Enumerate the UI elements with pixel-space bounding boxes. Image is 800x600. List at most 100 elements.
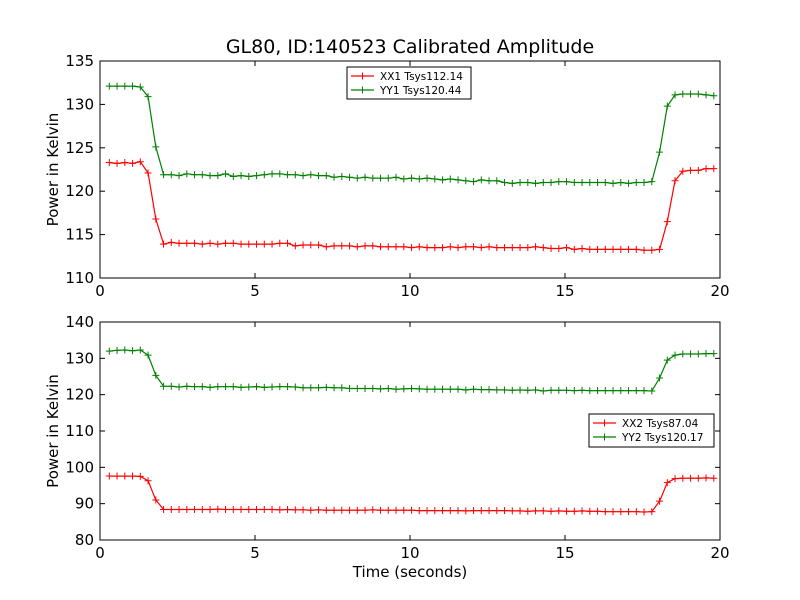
- data-point: [214, 240, 222, 248]
- data-point: [160, 505, 168, 513]
- data-point: [702, 91, 710, 99]
- data-point: [671, 91, 679, 99]
- legend-marker: [359, 86, 366, 94]
- data-point: [648, 178, 656, 186]
- data-point: [493, 386, 501, 394]
- data-point: [299, 172, 307, 180]
- data-point: [384, 243, 392, 251]
- data-point: [384, 506, 392, 514]
- legend-marker: [359, 72, 366, 80]
- data-point: [136, 83, 144, 91]
- data-point: [594, 245, 602, 253]
- legend-entry: XX2 Tsys87.04: [622, 418, 699, 430]
- data-point: [338, 242, 346, 250]
- data-point: [284, 505, 292, 513]
- data-point: [454, 385, 462, 393]
- data-point: [152, 215, 160, 223]
- data-point: [268, 505, 276, 513]
- data-point: [570, 387, 578, 395]
- data-point: [679, 350, 687, 358]
- chart-panel-2: 0 5 10 15 20 80 90 100 110 120 130 140 XX2 Tsys87.04…: [44, 313, 730, 581]
- data-point: [315, 506, 323, 514]
- data-point: [198, 240, 206, 248]
- data-point: [338, 506, 346, 514]
- data-point: [307, 384, 315, 392]
- data-point: [175, 172, 183, 180]
- data-point: [346, 506, 354, 514]
- series-xx1: [105, 158, 718, 254]
- data-point: [570, 179, 578, 187]
- data-point: [470, 178, 478, 186]
- data-point: [462, 507, 470, 515]
- x-tick-label: 20: [710, 282, 729, 300]
- data-point: [632, 387, 640, 395]
- data-point: [640, 387, 648, 395]
- data-point: [508, 244, 516, 252]
- data-point: [260, 505, 268, 513]
- data-point: [322, 506, 330, 514]
- legend: XX2 Tsys87.04 YY2 Tsys120.17: [588, 413, 715, 448]
- data-point: [260, 383, 268, 391]
- data-point: [121, 472, 129, 480]
- data-point: [136, 158, 144, 166]
- data-point: [625, 508, 633, 516]
- data-point: [485, 386, 493, 394]
- data-point: [369, 506, 377, 514]
- data-point: [276, 506, 284, 514]
- data-point: [516, 244, 524, 252]
- data-point: [315, 172, 323, 180]
- legend-entry: YY1 Tsys120.44: [379, 85, 462, 97]
- data-point: [191, 505, 199, 513]
- data-point: [493, 507, 501, 515]
- data-point: [353, 506, 361, 514]
- data-point: [330, 242, 338, 250]
- data-point: [408, 174, 416, 182]
- data-point: [454, 176, 462, 184]
- data-point: [392, 385, 400, 393]
- data-point: [175, 505, 183, 513]
- data-point: [601, 245, 609, 253]
- data-point: [578, 179, 586, 187]
- data-point: [656, 245, 664, 253]
- data-point: [229, 383, 237, 391]
- data-point: [663, 479, 671, 487]
- data-point: [632, 508, 640, 516]
- data-point: [656, 374, 664, 382]
- data-point: [214, 172, 222, 180]
- data-point: [524, 507, 532, 515]
- data-point: [656, 497, 664, 505]
- data-point: [253, 240, 261, 248]
- data-point: [532, 179, 540, 187]
- data-point: [167, 171, 175, 179]
- data-point: [167, 382, 175, 390]
- data-point: [206, 172, 214, 180]
- data-point: [237, 505, 245, 513]
- data-point: [284, 171, 292, 179]
- data-point: [625, 179, 633, 187]
- data-point: [640, 508, 648, 516]
- data-point: [586, 507, 594, 515]
- data-point: [361, 173, 369, 181]
- data-point: [245, 505, 253, 513]
- data-point: [594, 179, 602, 187]
- data-point: [330, 384, 338, 392]
- data-point: [315, 241, 323, 249]
- y-tick-label: 80: [75, 531, 94, 549]
- data-point: [493, 244, 501, 252]
- data-point: [408, 384, 416, 392]
- data-point: [105, 82, 113, 90]
- data-point: [113, 472, 121, 480]
- data-point: [508, 386, 516, 394]
- data-point: [284, 383, 292, 391]
- data-point: [222, 505, 230, 513]
- data-point: [594, 507, 602, 515]
- data-point: [563, 178, 571, 186]
- data-point: [609, 245, 617, 253]
- data-point: [477, 507, 485, 515]
- data-point: [516, 179, 524, 187]
- data-point: [408, 506, 416, 514]
- series-yy2: [105, 346, 718, 395]
- data-point: [253, 383, 261, 391]
- data-point: [268, 383, 276, 391]
- data-point: [129, 82, 137, 90]
